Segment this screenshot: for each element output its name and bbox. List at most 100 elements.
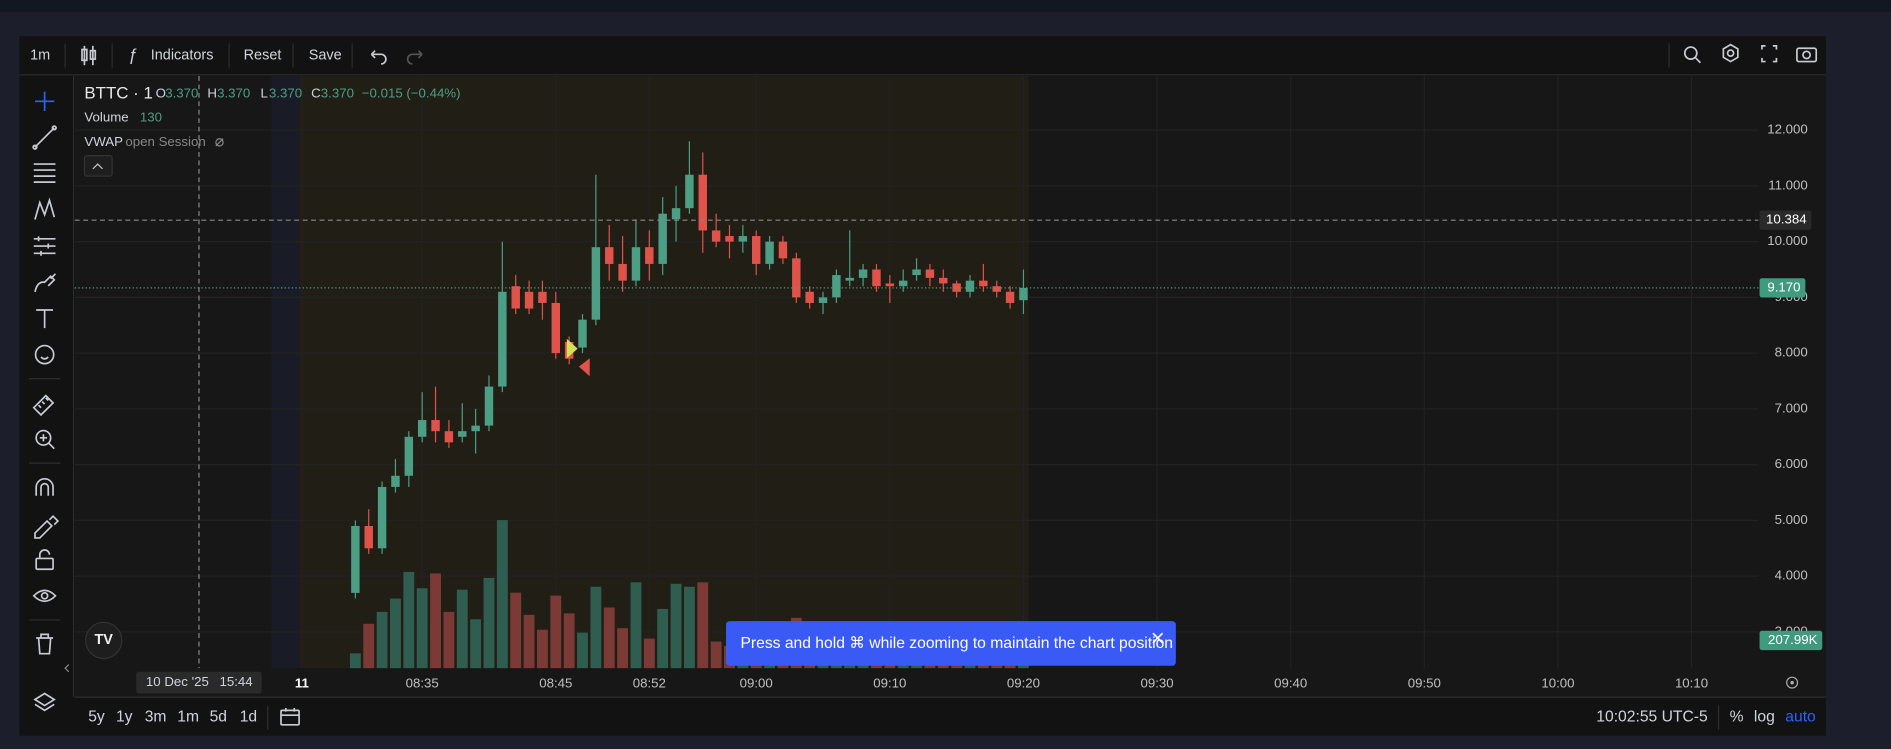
x-tick-label: 09:00 (740, 675, 773, 690)
redo-button[interactable] (406, 50, 423, 65)
candle-body (591, 247, 601, 320)
delete-tool[interactable] (36, 633, 54, 655)
high-value: 3.370 (217, 86, 250, 101)
volume-bar (523, 614, 535, 669)
legend-collapse[interactable] (83, 155, 113, 177)
candle-body (765, 241, 774, 264)
range-button[interactable]: 5d (210, 709, 227, 726)
candle-body (364, 525, 373, 549)
y-tick-label: 11.000 (1768, 177, 1808, 192)
volume-marker-box (1759, 630, 1823, 651)
volume-bar (443, 611, 455, 669)
candle-body (939, 277, 948, 284)
volume-bar (403, 571, 415, 669)
lock-drawing-tool[interactable] (34, 515, 60, 539)
candle-body (885, 283, 895, 287)
volume-label: Volume (84, 110, 128, 125)
visibility-tool[interactable] (32, 589, 57, 603)
pre-session (271, 76, 300, 669)
search-zoom-button[interactable] (1683, 46, 1702, 64)
candle-body (471, 425, 480, 432)
candle-body (792, 258, 801, 298)
candle-body (992, 286, 1001, 292)
candle-body (952, 283, 961, 292)
object-tree-button[interactable] (33, 692, 56, 712)
candle-body (751, 236, 761, 264)
y-tick-label: 7.000 (1775, 400, 1808, 415)
volume-bar (496, 520, 508, 669)
candle-body (511, 286, 520, 309)
fx-icon: ƒ (128, 45, 137, 64)
text-tool[interactable] (36, 309, 54, 329)
interval-button[interactable]: 1m (30, 47, 50, 63)
magnet-tool[interactable] (35, 478, 54, 496)
toast-close[interactable] (1152, 632, 1164, 644)
volume-value: 130 (140, 110, 162, 125)
low-label: L (260, 86, 267, 101)
volume-bar (643, 638, 655, 669)
zoom-tool[interactable] (35, 429, 55, 450)
volume-bar (697, 582, 709, 669)
symbol: BTTC · 1 (84, 84, 152, 103)
range-button[interactable]: 1d (240, 709, 257, 726)
candle-body (484, 386, 494, 426)
ruler-tool[interactable] (32, 394, 55, 417)
y-tick-label: 6.000 (1775, 456, 1808, 471)
clock: 10:02:55 UTC-5 (1596, 709, 1708, 726)
crosshair-price-box (1759, 210, 1812, 230)
indicators-button[interactable]: Indicators (151, 47, 214, 63)
candle-body (832, 275, 841, 298)
vwap-hidden-icon[interactable] (215, 138, 224, 147)
candle-body (898, 280, 908, 287)
screenshot-button[interactable] (1796, 47, 1818, 63)
save-button[interactable]: Save (309, 47, 342, 63)
grid (74, 76, 1759, 669)
range-button[interactable]: 5y (88, 709, 105, 726)
candle-body (738, 236, 748, 242)
candle-body (912, 269, 921, 276)
top-strip (0, 0, 1891, 13)
open-label: O (156, 86, 166, 101)
tradingview-logo[interactable]: TV (85, 621, 123, 660)
candle-body (551, 302, 561, 354)
candle-body (417, 420, 427, 437)
chart-type-button[interactable] (81, 45, 97, 66)
pattern-tool[interactable] (34, 197, 56, 220)
x-tick-label: 08:52 (633, 675, 666, 690)
volume-bar (630, 582, 642, 669)
collapse-toolbar[interactable] (64, 664, 70, 673)
fib-tool[interactable] (33, 163, 56, 183)
x-tick-label: 08:45 (539, 675, 572, 690)
range-button[interactable]: 3m (145, 709, 167, 726)
brush-tool[interactable] (34, 273, 57, 293)
volume-bar (710, 641, 722, 669)
undo-button[interactable] (370, 50, 387, 65)
candle-body (818, 297, 828, 303)
range-button[interactable]: 1y (116, 709, 133, 726)
percent-toggle[interactable]: % (1730, 709, 1744, 726)
crosshair-time-box (136, 671, 262, 694)
candle-body (578, 319, 587, 348)
x-tick-label: 09:20 (1007, 675, 1040, 690)
x-tick-label: 10:00 (1541, 675, 1574, 690)
log-toggle[interactable]: log (1754, 709, 1775, 726)
close-value: 3.370 (321, 86, 354, 101)
auto-toggle[interactable]: auto (1785, 709, 1816, 726)
settings-button[interactable] (1722, 43, 1739, 63)
fullscreen-button[interactable] (1761, 45, 1778, 63)
prediction-tool[interactable] (33, 236, 56, 256)
goto-date-button[interactable] (280, 707, 300, 726)
lock-tool[interactable] (35, 549, 54, 571)
y-tick-label: 8.000 (1775, 345, 1808, 360)
x-tick-label: 09:40 (1274, 675, 1307, 690)
range-button[interactable]: 1m (177, 709, 199, 726)
axis-settings[interactable] (1786, 676, 1799, 689)
crosshair-tool[interactable] (34, 91, 55, 111)
reset-button[interactable]: Reset (244, 47, 282, 63)
trend-line-tool[interactable] (32, 125, 57, 150)
x-tick-label: 10:10 (1675, 675, 1708, 690)
candle-body (631, 247, 641, 281)
volume-bar (363, 623, 375, 669)
emoji-tool[interactable] (34, 344, 55, 365)
